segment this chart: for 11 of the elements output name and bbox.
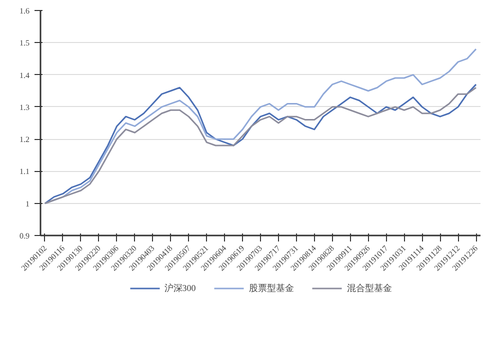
legend-label: 股票型基金 <box>248 282 294 294</box>
y-tick-label: 1.1 <box>20 167 30 176</box>
y-tick-label: 1.2 <box>20 135 30 144</box>
legend-label: 混合型基金 <box>346 282 392 294</box>
y-tick-label: 1.6 <box>20 6 30 16</box>
legend-label: 沪深300 <box>164 282 196 294</box>
y-tick-label: 1.3 <box>20 102 30 112</box>
y-tick-label: 0.9 <box>20 232 30 240</box>
y-tick-label: 1.4 <box>20 70 30 80</box>
y-tick-label: 1.5 <box>20 38 30 48</box>
y-tick-label: 1 <box>26 199 30 208</box>
